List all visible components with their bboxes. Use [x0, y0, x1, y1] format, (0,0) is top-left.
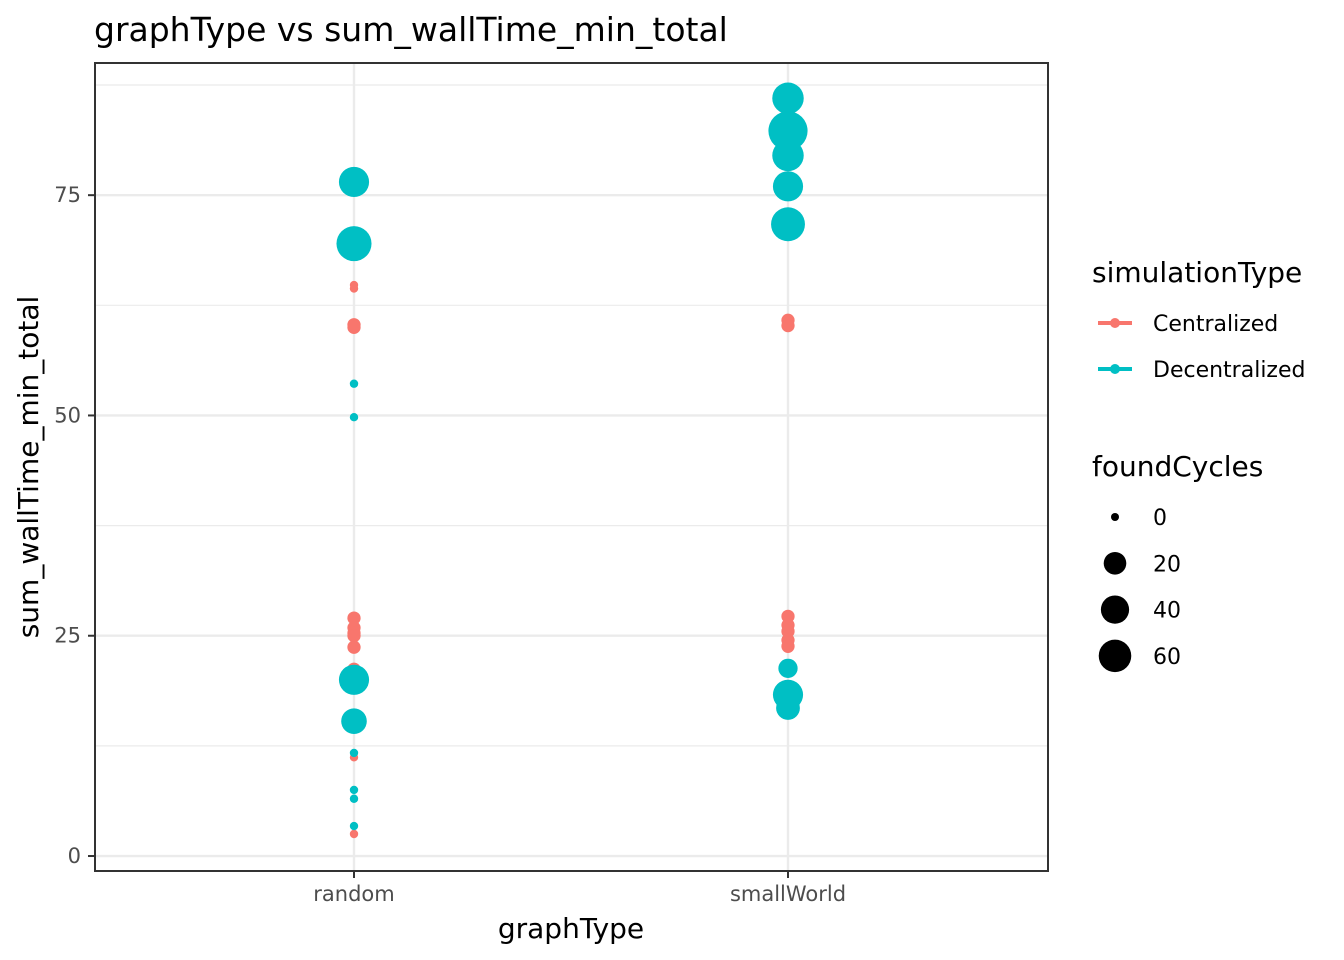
data-point: [781, 318, 795, 333]
data-point: [771, 207, 805, 242]
y-tick-label: 0: [68, 844, 81, 868]
data-point: [772, 82, 804, 114]
panel-border: [94, 62, 1049, 872]
data-point: [341, 708, 367, 735]
legend-key-point: [1110, 318, 1120, 328]
data-point: [768, 111, 808, 151]
data-point: [349, 794, 359, 803]
data-point: [349, 379, 359, 388]
data-point: [349, 829, 359, 839]
data-point: [338, 664, 370, 695]
legend-size-point: [1098, 639, 1132, 673]
legend-label: Centralized: [1153, 312, 1278, 337]
data-points: [336, 82, 808, 839]
data-point: [349, 821, 359, 831]
legend-key-point: [1110, 364, 1120, 374]
color-legend: simulationType Centralized Decentralized: [1092, 256, 1305, 383]
y-axis-title: sum_wallTime_min_total: [12, 296, 45, 639]
y-tick-label: 25: [54, 624, 81, 648]
data-point: [349, 413, 359, 422]
data-point: [347, 320, 361, 334]
data-point: [347, 629, 361, 643]
x-axis: random smallWorld: [313, 871, 846, 906]
data-point: [349, 748, 359, 758]
size-legend-title: foundCycles: [1092, 450, 1263, 483]
legend-size-point: [1111, 513, 1119, 521]
x-tick-label: random: [313, 882, 394, 906]
grid: [95, 63, 1048, 871]
legend-label: 40: [1153, 599, 1181, 624]
legend-size-point: [1100, 595, 1130, 624]
legend-label: 0: [1153, 506, 1167, 531]
legend-size-point: [1103, 552, 1127, 575]
data-point: [347, 611, 361, 625]
data-point: [336, 226, 372, 262]
color-legend-title: simulationType: [1092, 256, 1302, 289]
legend-label: 60: [1153, 645, 1181, 670]
data-point: [776, 696, 800, 720]
data-point: [338, 166, 370, 198]
size-legend: foundCycles 0 20 40 60: [1092, 450, 1263, 673]
x-axis-title: graphType: [498, 912, 644, 945]
x-tick-label: smallWorld: [730, 882, 846, 906]
y-tick-label: 75: [54, 183, 81, 207]
data-point: [781, 639, 795, 653]
data-point: [347, 640, 361, 654]
legend-label: 20: [1153, 552, 1181, 577]
data-point: [349, 284, 359, 293]
chart-title: graphType vs sum_wallTime_min_total: [94, 10, 728, 49]
data-point: [772, 171, 804, 202]
data-point: [778, 658, 798, 678]
data-point: [349, 785, 359, 795]
y-axis: 0 25 50 75: [54, 183, 95, 868]
data-point: [772, 139, 804, 172]
y-tick-label: 50: [54, 403, 81, 427]
legend-label: Decentralized: [1153, 358, 1305, 383]
